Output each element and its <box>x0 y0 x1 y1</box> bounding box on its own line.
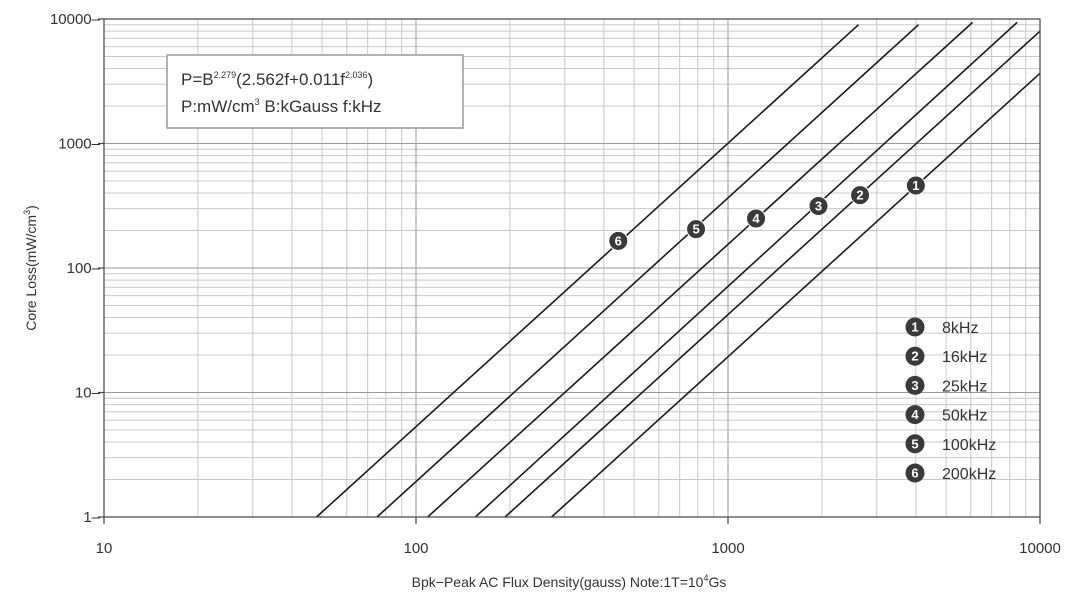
y-axis-title: Core Loss(mW/cm3) <box>22 205 39 331</box>
series-lines <box>316 21 1041 518</box>
y-axis-title-main: Core Loss(mW/cm <box>23 215 39 331</box>
series-line-16kHz <box>504 30 1041 518</box>
formula-line-2: P:mW/cm3 B:kGauss f:kHz <box>181 97 382 116</box>
series-line-25kHz <box>474 21 1018 518</box>
formula-exponent: 2.036 <box>345 70 368 80</box>
legend: 1 8kHz 2 16kHz 3 25kHz 4 50kHz 5 100kHz 6 200kHz <box>905 317 996 483</box>
formula-part: ) <box>368 70 374 89</box>
y-tick-label: 1– <box>83 509 100 526</box>
marker-number: 1 <box>912 178 919 193</box>
legend-marker-50kHz <box>905 405 925 425</box>
legend-marker-number: 6 <box>911 466 918 481</box>
formula-part: B:kGauss f:kHz <box>260 97 382 116</box>
formula-part: P:mW/cm <box>181 97 255 116</box>
legend-marker-number: 1 <box>911 320 918 335</box>
series-markers: 1 2 3 4 5 6 <box>608 175 926 251</box>
legend-marker-number: 4 <box>911 407 919 422</box>
x-tick-label: 10 <box>96 540 113 557</box>
marker-100kHz <box>686 219 707 240</box>
formula-line-1: P=B2.279(2.562f+0.011f2.036) <box>181 70 373 89</box>
x-axis-title-sup: 4 <box>703 573 708 583</box>
legend-marker-number: 5 <box>911 436 918 451</box>
y-tick-label: 10000– <box>50 11 101 28</box>
marker-number: 2 <box>856 188 863 203</box>
formula-frame <box>166 54 464 129</box>
axes: 10 100 1000 10000 1– 10– 100– 1000– 10000– Bpk−Pe… <box>22 11 1061 590</box>
legend-marker-number: 2 <box>911 349 918 364</box>
legend-label: 25kHz <box>942 378 987 395</box>
legend-marker-16kHz <box>905 346 925 366</box>
x-axis-title-unit: Gs <box>708 574 726 590</box>
legend-label: 200kHz <box>942 466 996 483</box>
marker-number: 3 <box>815 198 822 213</box>
legend-marker-8kHz <box>905 317 925 337</box>
x-axis-title-main: Bpk−Peak AC Flux Density(gauss) Note:1T=… <box>412 574 704 590</box>
marker-number: 5 <box>692 222 699 237</box>
series-line-100kHz <box>376 24 920 518</box>
y-tick-label: 100– <box>67 260 101 277</box>
x-tick-label: 100 <box>403 540 428 557</box>
series-line-8kHz <box>551 72 1041 518</box>
marker-16kHz <box>850 185 871 206</box>
marker-number: 6 <box>615 233 622 248</box>
marker-25kHz <box>808 195 829 216</box>
formula-exponent: 2.279 <box>214 70 237 80</box>
y-axis-title-end: ) <box>23 205 39 210</box>
series-line-50kHz <box>427 21 974 518</box>
series-line-200kHz <box>316 24 860 518</box>
legend-marker-25kHz <box>905 375 925 395</box>
legend-label: 100kHz <box>942 437 996 454</box>
marker-number: 4 <box>752 211 760 226</box>
legend-label: 16kHz <box>942 349 987 366</box>
legend-label: 50kHz <box>942 408 987 425</box>
y-tick-label: 10– <box>75 385 101 402</box>
formula-box: P=B2.279(2.562f+0.011f2.036) P:mW/cm3 B:k… <box>166 54 464 129</box>
legend-label: 8kHz <box>942 320 978 337</box>
marker-8kHz <box>905 175 926 196</box>
legend-marker-number: 3 <box>911 378 918 393</box>
x-axis-title: Bpk−Peak AC Flux Density(gauss) Note:1T=… <box>412 573 727 590</box>
y-tick-label: 1000– <box>58 136 100 153</box>
marker-50kHz <box>746 208 767 229</box>
y-axis-title-group: Core Loss(mW/cm3) <box>22 205 39 331</box>
y-axis-title-sup: 3 <box>22 210 32 215</box>
x-tick-label: 10000 <box>1019 540 1061 557</box>
formula-exponent: 3 <box>255 97 260 107</box>
legend-marker-200kHz <box>905 463 925 483</box>
x-tick-label: 1000 <box>711 540 744 557</box>
marker-200kHz <box>608 230 629 251</box>
legend-marker-100kHz <box>905 434 925 454</box>
formula-part: P=B <box>181 70 214 89</box>
formula-part: (2.562f+0.011f <box>236 70 345 89</box>
